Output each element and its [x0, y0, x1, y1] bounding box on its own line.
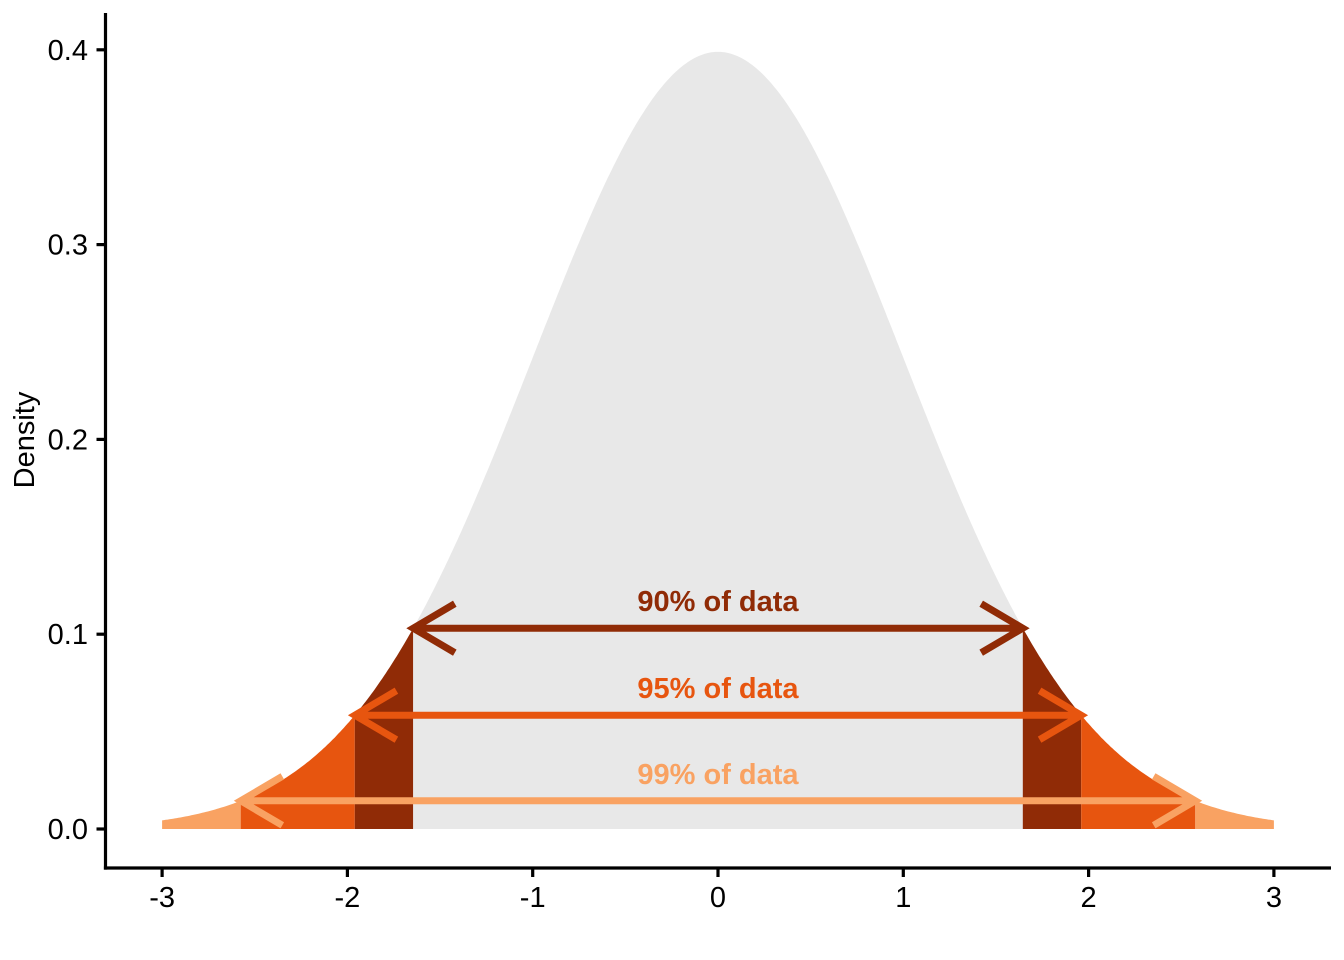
x-tick-label: 1 — [895, 882, 911, 914]
y-tick-label: 0.3 — [48, 230, 88, 262]
x-tick-label: 0 — [710, 882, 726, 914]
x-tick-label: 3 — [1266, 882, 1282, 914]
y-tick-label: 0.2 — [48, 424, 88, 456]
density-curve-center — [413, 51, 1023, 829]
tail-left-99 — [162, 800, 241, 829]
interval-arrows: 90% of data 95% of data 99% of data — [233, 586, 1203, 829]
y-tick-label: 0.0 — [48, 814, 88, 846]
interval-arrow-90 — [406, 600, 1030, 656]
y-tick-label: 0.4 — [48, 35, 88, 67]
x-tick-label: -2 — [335, 882, 361, 914]
y-axis-title: Density — [9, 391, 41, 488]
interval-label-90: 90% of data — [637, 586, 799, 618]
axes: 0.0 0.1 0.2 0.3 0.4 -3 -2 -1 0 1 2 3 Density — [9, 13, 1331, 914]
x-tick-label: -3 — [149, 882, 175, 914]
interval-arrow-95 — [347, 687, 1089, 743]
interval-arrow-99 — [233, 773, 1203, 829]
x-tick-label: -1 — [520, 882, 546, 914]
y-tick-label: 0.1 — [48, 619, 88, 651]
interval-label-99: 99% of data — [637, 759, 799, 791]
tail-right-99 — [1195, 800, 1274, 829]
interval-label-95: 95% of data — [637, 673, 799, 705]
x-tick-label: 2 — [1081, 882, 1097, 914]
